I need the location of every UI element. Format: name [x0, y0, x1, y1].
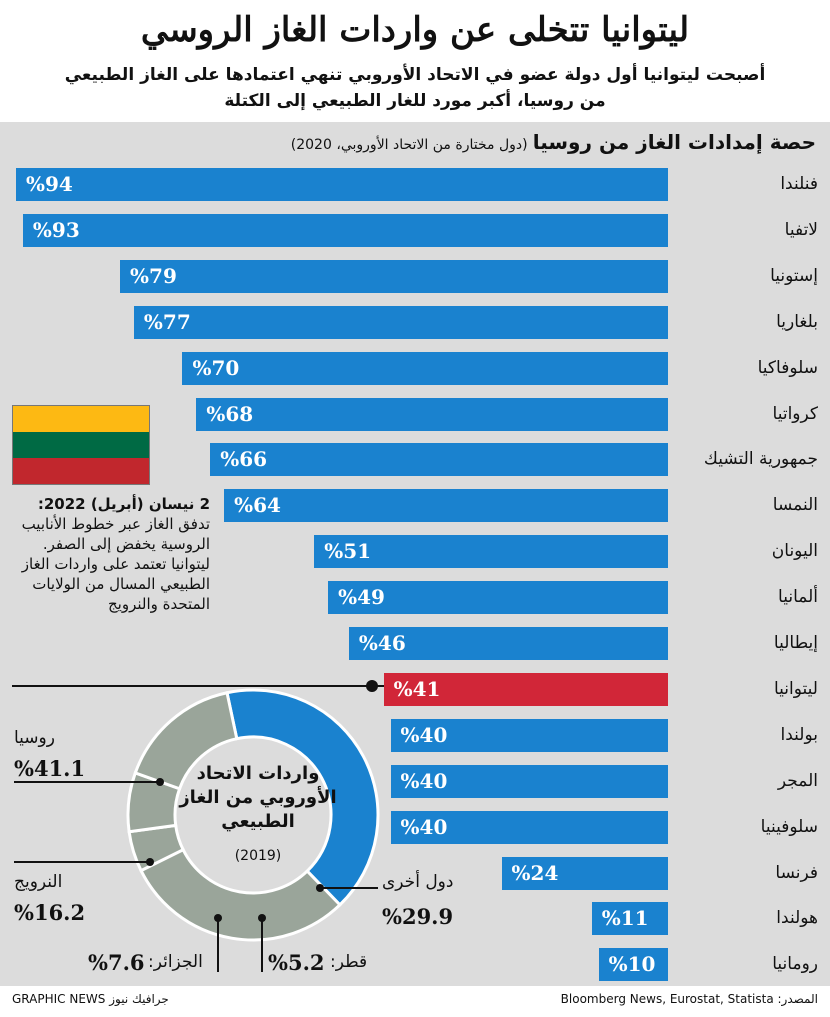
bar: [501, 856, 668, 890]
slice-value-qatar: %5.2: [268, 950, 325, 975]
flag-stripe-bottom: [13, 458, 149, 484]
bar-category-label: هولندا: [776, 908, 818, 929]
bar: [182, 351, 668, 385]
bar-category-label: سلوفاكيا: [757, 357, 818, 378]
annotation-pointer-line: [12, 685, 384, 687]
page-title: ليتوانيا تتخلى عن واردات الغاز الروسي: [140, 10, 690, 50]
bar: [390, 718, 668, 752]
bar: [390, 810, 668, 844]
bar-value-label: %40: [400, 768, 448, 793]
bar: [133, 305, 668, 339]
bar: [390, 764, 668, 798]
slice-value-norway: %16.2: [14, 900, 86, 925]
annotation-date: 2 نيسان (أبريل) 2022:: [37, 495, 210, 513]
donut-title: واردات الاتحاد الأوروبي من الغاز الطبيعي: [179, 763, 337, 832]
bar-category-label: المجر: [777, 770, 818, 791]
bar-value-label: %93: [32, 217, 80, 242]
bar-category-label: سلوفينيا: [760, 816, 818, 837]
bar-category-label: فرنسا: [775, 862, 818, 883]
bar: [328, 581, 668, 615]
footer-credit: GRAPHIC NEWS جرافيك نيوز: [12, 992, 169, 1006]
bar-value-label: %24: [511, 860, 559, 885]
bar: [383, 672, 668, 706]
annotation-note: 2 نيسان (أبريل) 2022: تدفق الغاز عبر خطو…: [12, 494, 210, 614]
bar-value-label: %77: [143, 309, 191, 334]
bar-category-label: فنلندا: [780, 174, 818, 194]
bar-value-label: %49: [338, 585, 385, 610]
flag-stripe-middle: [13, 432, 149, 458]
bar-category-label: بلغاريا: [776, 311, 818, 332]
bar: [591, 902, 668, 936]
slice-value-russia: %41.1: [14, 756, 86, 781]
bar: [22, 213, 668, 247]
bar-category-label: إستونيا: [770, 265, 818, 286]
bar-category-label: رومانيا: [772, 954, 818, 975]
bar-value-label: %41: [393, 676, 441, 701]
bar-category-label: جمهورية التشيك: [703, 449, 818, 470]
bar-value-label: %64: [234, 493, 281, 518]
bar-value-label: %11: [601, 906, 649, 931]
bar-chart-title: حصة إمدادات الغاز من روسيا (دول مختارة م…: [291, 130, 816, 154]
bar-category-label: ألمانيا: [778, 587, 818, 608]
bar: [16, 168, 668, 201]
slice-label-qatar: قطر:: [330, 952, 368, 972]
bar: [120, 259, 668, 293]
bar-value-label: %70: [192, 355, 240, 380]
bar-category-label: كرواتيا: [772, 403, 818, 424]
bar-category-label: إيطاليا: [773, 633, 818, 653]
bar-category-label: اليونان: [771, 541, 818, 562]
bar-category-label: ليتوانيا: [774, 678, 818, 699]
slice-label-others: دول أخرى: [382, 872, 454, 892]
annotation-pointer-dot: [366, 680, 378, 692]
subtitle-line-1: أصبحت ليتوانيا أول دولة عضو في الاتحاد ا…: [64, 65, 766, 85]
bar-value-label: %79: [130, 263, 177, 288]
bar: [196, 397, 668, 431]
bar: [348, 627, 668, 660]
page-subtitle: أصبحت ليتوانيا أول دولة عضو في الاتحاد ا…: [40, 62, 790, 114]
bar-value-label: %40: [400, 814, 448, 839]
slice-value-algeria: %7.6: [88, 950, 145, 975]
slice-value-others: %29.9: [382, 904, 454, 929]
footer-source: المصدر: Bloomberg News, Eurostat, Statis…: [560, 992, 818, 1006]
bar: [210, 443, 668, 477]
bar-category-label: بولندا: [780, 724, 818, 745]
lithuania-flag-icon: [12, 405, 150, 485]
bar-value-label: %68: [206, 401, 254, 426]
bar-value-label: %40: [400, 722, 448, 747]
bar-value-label: %46: [358, 631, 406, 655]
bar: [224, 489, 668, 523]
annotation-text: تدفق الغاز عبر خطوط الأنابيب الروسية يخف…: [21, 515, 210, 613]
donut-year: (2019): [234, 848, 282, 864]
bar-value-label: %66: [220, 447, 268, 472]
subtitle-line-2: من روسيا، أكبر مورد للغار الطبيعي إلى ال…: [224, 91, 606, 111]
bar-value-label: %94: [26, 172, 73, 196]
slice-label-russia: روسيا: [14, 728, 55, 748]
flag-stripe-top: [13, 406, 149, 432]
bar-value-label: %10: [608, 952, 656, 977]
bar: [598, 948, 668, 982]
slice-label-norway: النرويج: [14, 872, 63, 892]
slice-label-algeria: الجزائر:: [148, 952, 203, 972]
bar-category-label: النمسا: [772, 495, 818, 516]
bar-category-label: لاتفيا: [784, 219, 818, 240]
bar-chart-subtitle: (دول مختارة من الاتحاد الأوروبي، 2020): [290, 137, 528, 153]
bar-value-label: %51: [324, 539, 372, 564]
bar: [314, 535, 668, 569]
bar-chart-title-main: حصة إمدادات الغاز من روسيا: [532, 130, 816, 154]
